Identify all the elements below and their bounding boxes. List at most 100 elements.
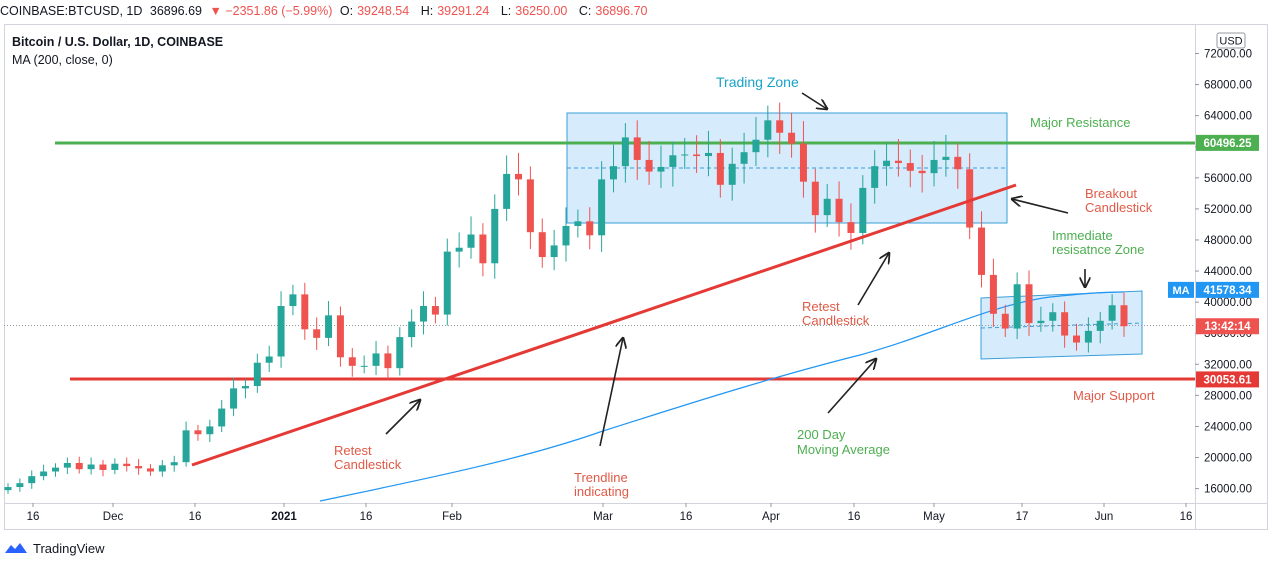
candle — [443, 238, 451, 326]
price-change: ▼ −2351.86 (−5.99%) — [209, 4, 333, 18]
candle-body — [1025, 284, 1033, 324]
candle — [930, 140, 938, 187]
high-label: H: — [420, 4, 434, 18]
candle-body — [40, 471, 48, 477]
candle-body — [408, 321, 416, 338]
candle-body — [87, 464, 95, 470]
candle-body — [455, 247, 463, 252]
retest-lower-arrow — [385, 400, 420, 435]
ma-200-line[interactable] — [319, 291, 1124, 502]
candle — [538, 218, 546, 268]
symbol-name[interactable]: COINBASE:BTCUSD, 1D — [0, 4, 143, 18]
candle-body — [325, 315, 333, 338]
candle — [989, 258, 997, 327]
currency-badge[interactable] — [1216, 32, 1246, 49]
candle — [942, 134, 950, 177]
y-tick-label: 64000.00 — [1204, 111, 1252, 123]
candle — [681, 138, 689, 170]
candle — [906, 149, 914, 188]
candle — [609, 144, 617, 193]
candle-body — [1001, 313, 1009, 329]
trendline-arrow — [599, 338, 623, 447]
x-tick-label: 16 — [848, 511, 861, 523]
candle — [728, 147, 736, 201]
price-axis-tag-label: 60496.25 — [1204, 138, 1253, 150]
candle — [669, 141, 677, 187]
candle — [336, 306, 344, 367]
candle — [1096, 312, 1104, 344]
candle — [360, 355, 368, 374]
candle — [289, 284, 297, 316]
candle — [1049, 303, 1057, 332]
y-tick-label: 72000.00 — [1204, 49, 1252, 61]
candle-body — [633, 137, 641, 160]
candle — [621, 123, 629, 183]
candle-body — [823, 198, 831, 216]
ma-tag — [1168, 281, 1194, 298]
candle-body — [230, 388, 238, 409]
y-tick-label: 20000.00 — [1204, 453, 1252, 465]
candle-body — [550, 245, 558, 258]
y-tick-label: 44000.00 — [1204, 266, 1252, 278]
candle-body — [1049, 312, 1057, 321]
chart-annotation: Major Resistance — [1030, 115, 1130, 130]
candle — [218, 399, 226, 433]
candle — [265, 345, 273, 372]
price-axis-tag — [1196, 371, 1259, 388]
symbol-header: COINBASE:BTCUSD, 1D 36896.69 ▼ −2351.86 … — [0, 0, 1269, 22]
footer-brand[interactable]: TradingView — [4, 538, 105, 558]
candle — [408, 309, 416, 348]
candle-body — [883, 160, 891, 167]
candle-body — [716, 152, 724, 185]
candle-body — [788, 132, 796, 144]
candle — [16, 478, 24, 492]
y-tick-label: 48000.00 — [1204, 235, 1252, 247]
candle — [598, 161, 606, 252]
candle-body — [491, 208, 499, 264]
candle — [99, 460, 107, 477]
chart-annotation: Candlestick — [1085, 200, 1153, 215]
candle — [526, 166, 534, 249]
ascending-trendline[interactable] — [191, 183, 1017, 467]
chart-annotation: Moving Average — [797, 442, 890, 457]
candle — [146, 464, 154, 476]
candle — [51, 463, 59, 477]
price-axis-tag-label: 13:42:14 — [1204, 321, 1251, 333]
candle — [313, 317, 321, 350]
candle-body — [75, 462, 83, 470]
candle-body — [265, 356, 273, 363]
candle — [372, 340, 380, 375]
candle — [420, 291, 428, 335]
chart-annotation: Retest — [802, 299, 840, 314]
candle-body — [503, 173, 511, 209]
candle-body — [693, 154, 701, 157]
candle-body — [930, 159, 938, 174]
candle-body — [740, 152, 748, 164]
price-axis-tag — [1196, 281, 1259, 298]
candle-body — [277, 306, 285, 357]
chart-annotation: Immediate — [1052, 228, 1113, 243]
candle-body — [1061, 312, 1069, 336]
candle — [704, 130, 712, 177]
candle — [123, 457, 131, 472]
candle-body — [871, 166, 879, 188]
candle — [277, 291, 285, 368]
candle-body — [942, 156, 950, 160]
candle-body — [1084, 330, 1092, 343]
candle — [40, 464, 48, 481]
candle-body — [111, 463, 119, 470]
candle — [799, 121, 807, 198]
chart-legend-indicator[interactable]: MA (200, close, 0) — [12, 53, 113, 67]
candle — [966, 153, 974, 240]
candle-body — [515, 173, 523, 180]
candle-body — [704, 152, 712, 157]
candle-body — [645, 159, 653, 172]
open-label: O: — [339, 4, 354, 18]
candle-body — [253, 362, 261, 387]
candle — [301, 282, 309, 340]
candle — [776, 102, 784, 154]
x-tick-label: 16 — [1180, 511, 1193, 523]
candle-body — [1073, 335, 1081, 343]
candle — [693, 135, 701, 173]
